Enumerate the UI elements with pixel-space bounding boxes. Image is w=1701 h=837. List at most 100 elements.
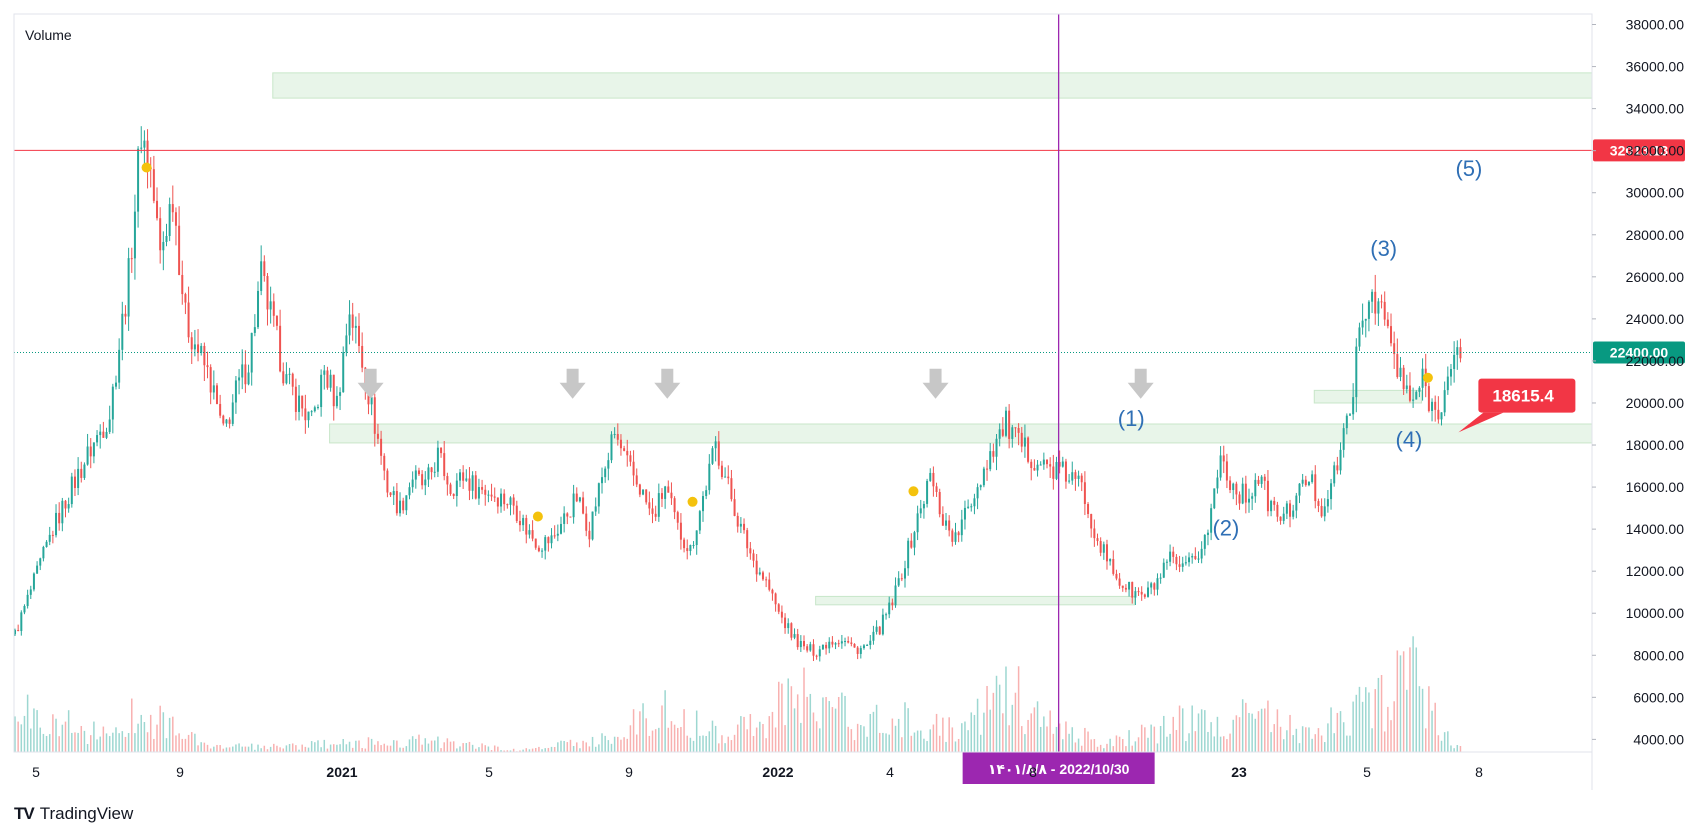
candle bbox=[926, 478, 929, 508]
candle bbox=[998, 423, 1001, 447]
candle bbox=[1011, 424, 1014, 448]
candle-body bbox=[212, 385, 215, 393]
candle bbox=[1260, 475, 1263, 488]
candle-body bbox=[345, 335, 348, 353]
volume-bar bbox=[200, 742, 202, 752]
volume-bar bbox=[149, 714, 152, 752]
candle-body bbox=[1159, 577, 1162, 579]
candle bbox=[528, 524, 531, 539]
tradingview-brand[interactable]: TV TradingView bbox=[14, 804, 133, 824]
volume-bar bbox=[512, 748, 515, 752]
price-tick-label: 34000.00 bbox=[1626, 101, 1685, 117]
candle-body bbox=[399, 500, 402, 514]
candle bbox=[1437, 396, 1440, 424]
candle-body bbox=[796, 634, 799, 648]
volume-bar bbox=[1213, 736, 1216, 752]
candle-body bbox=[803, 641, 805, 647]
candle bbox=[307, 411, 310, 428]
candle-body bbox=[878, 626, 881, 635]
candle-body bbox=[664, 486, 667, 499]
candle-body bbox=[1143, 594, 1146, 597]
signal-dot-icon bbox=[908, 486, 919, 497]
price-tick-label: 36000.00 bbox=[1626, 59, 1685, 75]
volume-bar bbox=[48, 734, 51, 752]
candle bbox=[1124, 584, 1127, 593]
candle-body bbox=[430, 467, 433, 473]
volume-bar bbox=[260, 748, 262, 752]
volume-bar bbox=[228, 747, 231, 752]
candle bbox=[840, 634, 843, 649]
volume-bar bbox=[604, 735, 606, 752]
candle-body bbox=[1399, 367, 1402, 377]
candle-body bbox=[522, 518, 525, 526]
candle-body bbox=[436, 447, 439, 472]
volume-bar bbox=[427, 743, 430, 752]
volume-bar bbox=[257, 744, 259, 752]
candle-body bbox=[1140, 591, 1143, 595]
volume-bar bbox=[1276, 709, 1279, 752]
candle bbox=[484, 484, 487, 506]
volume-bar bbox=[456, 748, 458, 752]
volume-bar bbox=[421, 744, 423, 752]
candle bbox=[23, 604, 26, 615]
volume-bar bbox=[402, 747, 404, 752]
candle-body bbox=[1124, 587, 1127, 590]
candle bbox=[358, 313, 361, 354]
volume-bar bbox=[298, 749, 300, 752]
candle-body bbox=[660, 493, 663, 499]
candle-body bbox=[683, 539, 686, 549]
time-tick-label: 5 bbox=[32, 764, 40, 780]
candle bbox=[1096, 533, 1099, 546]
candle bbox=[506, 503, 509, 509]
volume-bar bbox=[1156, 743, 1159, 752]
candle bbox=[1383, 291, 1386, 326]
candle-body bbox=[1412, 399, 1415, 401]
candle bbox=[481, 479, 484, 495]
candle bbox=[1087, 502, 1090, 519]
candle-body bbox=[32, 573, 35, 590]
candle bbox=[544, 534, 547, 560]
volume-bar bbox=[440, 748, 442, 752]
volume-bar bbox=[1210, 722, 1212, 752]
candle-body bbox=[1225, 461, 1228, 481]
candle-body bbox=[1317, 501, 1320, 506]
candle-body bbox=[1374, 291, 1377, 314]
candle bbox=[922, 501, 925, 519]
candle bbox=[979, 484, 982, 491]
candle-body bbox=[913, 532, 916, 548]
candle-body bbox=[938, 491, 941, 515]
candle-body bbox=[651, 508, 654, 514]
chart-canvas[interactable]: 32013.13 22400.00 ۱۴۰۱/۸/۸ - 2022/10/30 (1)… bbox=[0, 0, 1701, 800]
candle bbox=[285, 362, 288, 385]
candle bbox=[515, 500, 518, 524]
candle bbox=[215, 383, 218, 405]
volume-bar bbox=[585, 742, 587, 752]
candle-body bbox=[1453, 354, 1456, 370]
wave-label: (2) bbox=[1212, 515, 1239, 540]
volume-bar bbox=[1065, 721, 1067, 752]
candle-body bbox=[174, 212, 177, 226]
volume-bar bbox=[153, 738, 155, 752]
volume-bar bbox=[45, 735, 48, 752]
volume-bar bbox=[1074, 742, 1077, 752]
candle-body bbox=[638, 484, 641, 495]
volume-bar bbox=[1153, 726, 1156, 752]
volume-bar bbox=[1194, 731, 1197, 752]
candle-body bbox=[458, 472, 461, 481]
candle bbox=[850, 637, 853, 647]
price-layer bbox=[14, 126, 1462, 662]
volume-bar bbox=[1191, 705, 1193, 752]
volume-bar bbox=[850, 729, 853, 752]
volume-bar bbox=[370, 738, 373, 752]
candle-body bbox=[1301, 479, 1304, 484]
volume-bar bbox=[853, 740, 856, 752]
candle bbox=[806, 644, 809, 653]
candle bbox=[948, 515, 951, 537]
candle-body bbox=[1415, 391, 1418, 400]
candle bbox=[1080, 473, 1083, 492]
candle bbox=[903, 560, 906, 588]
candle-body bbox=[1093, 528, 1096, 539]
candle bbox=[395, 483, 398, 516]
candle-body bbox=[1200, 548, 1203, 559]
